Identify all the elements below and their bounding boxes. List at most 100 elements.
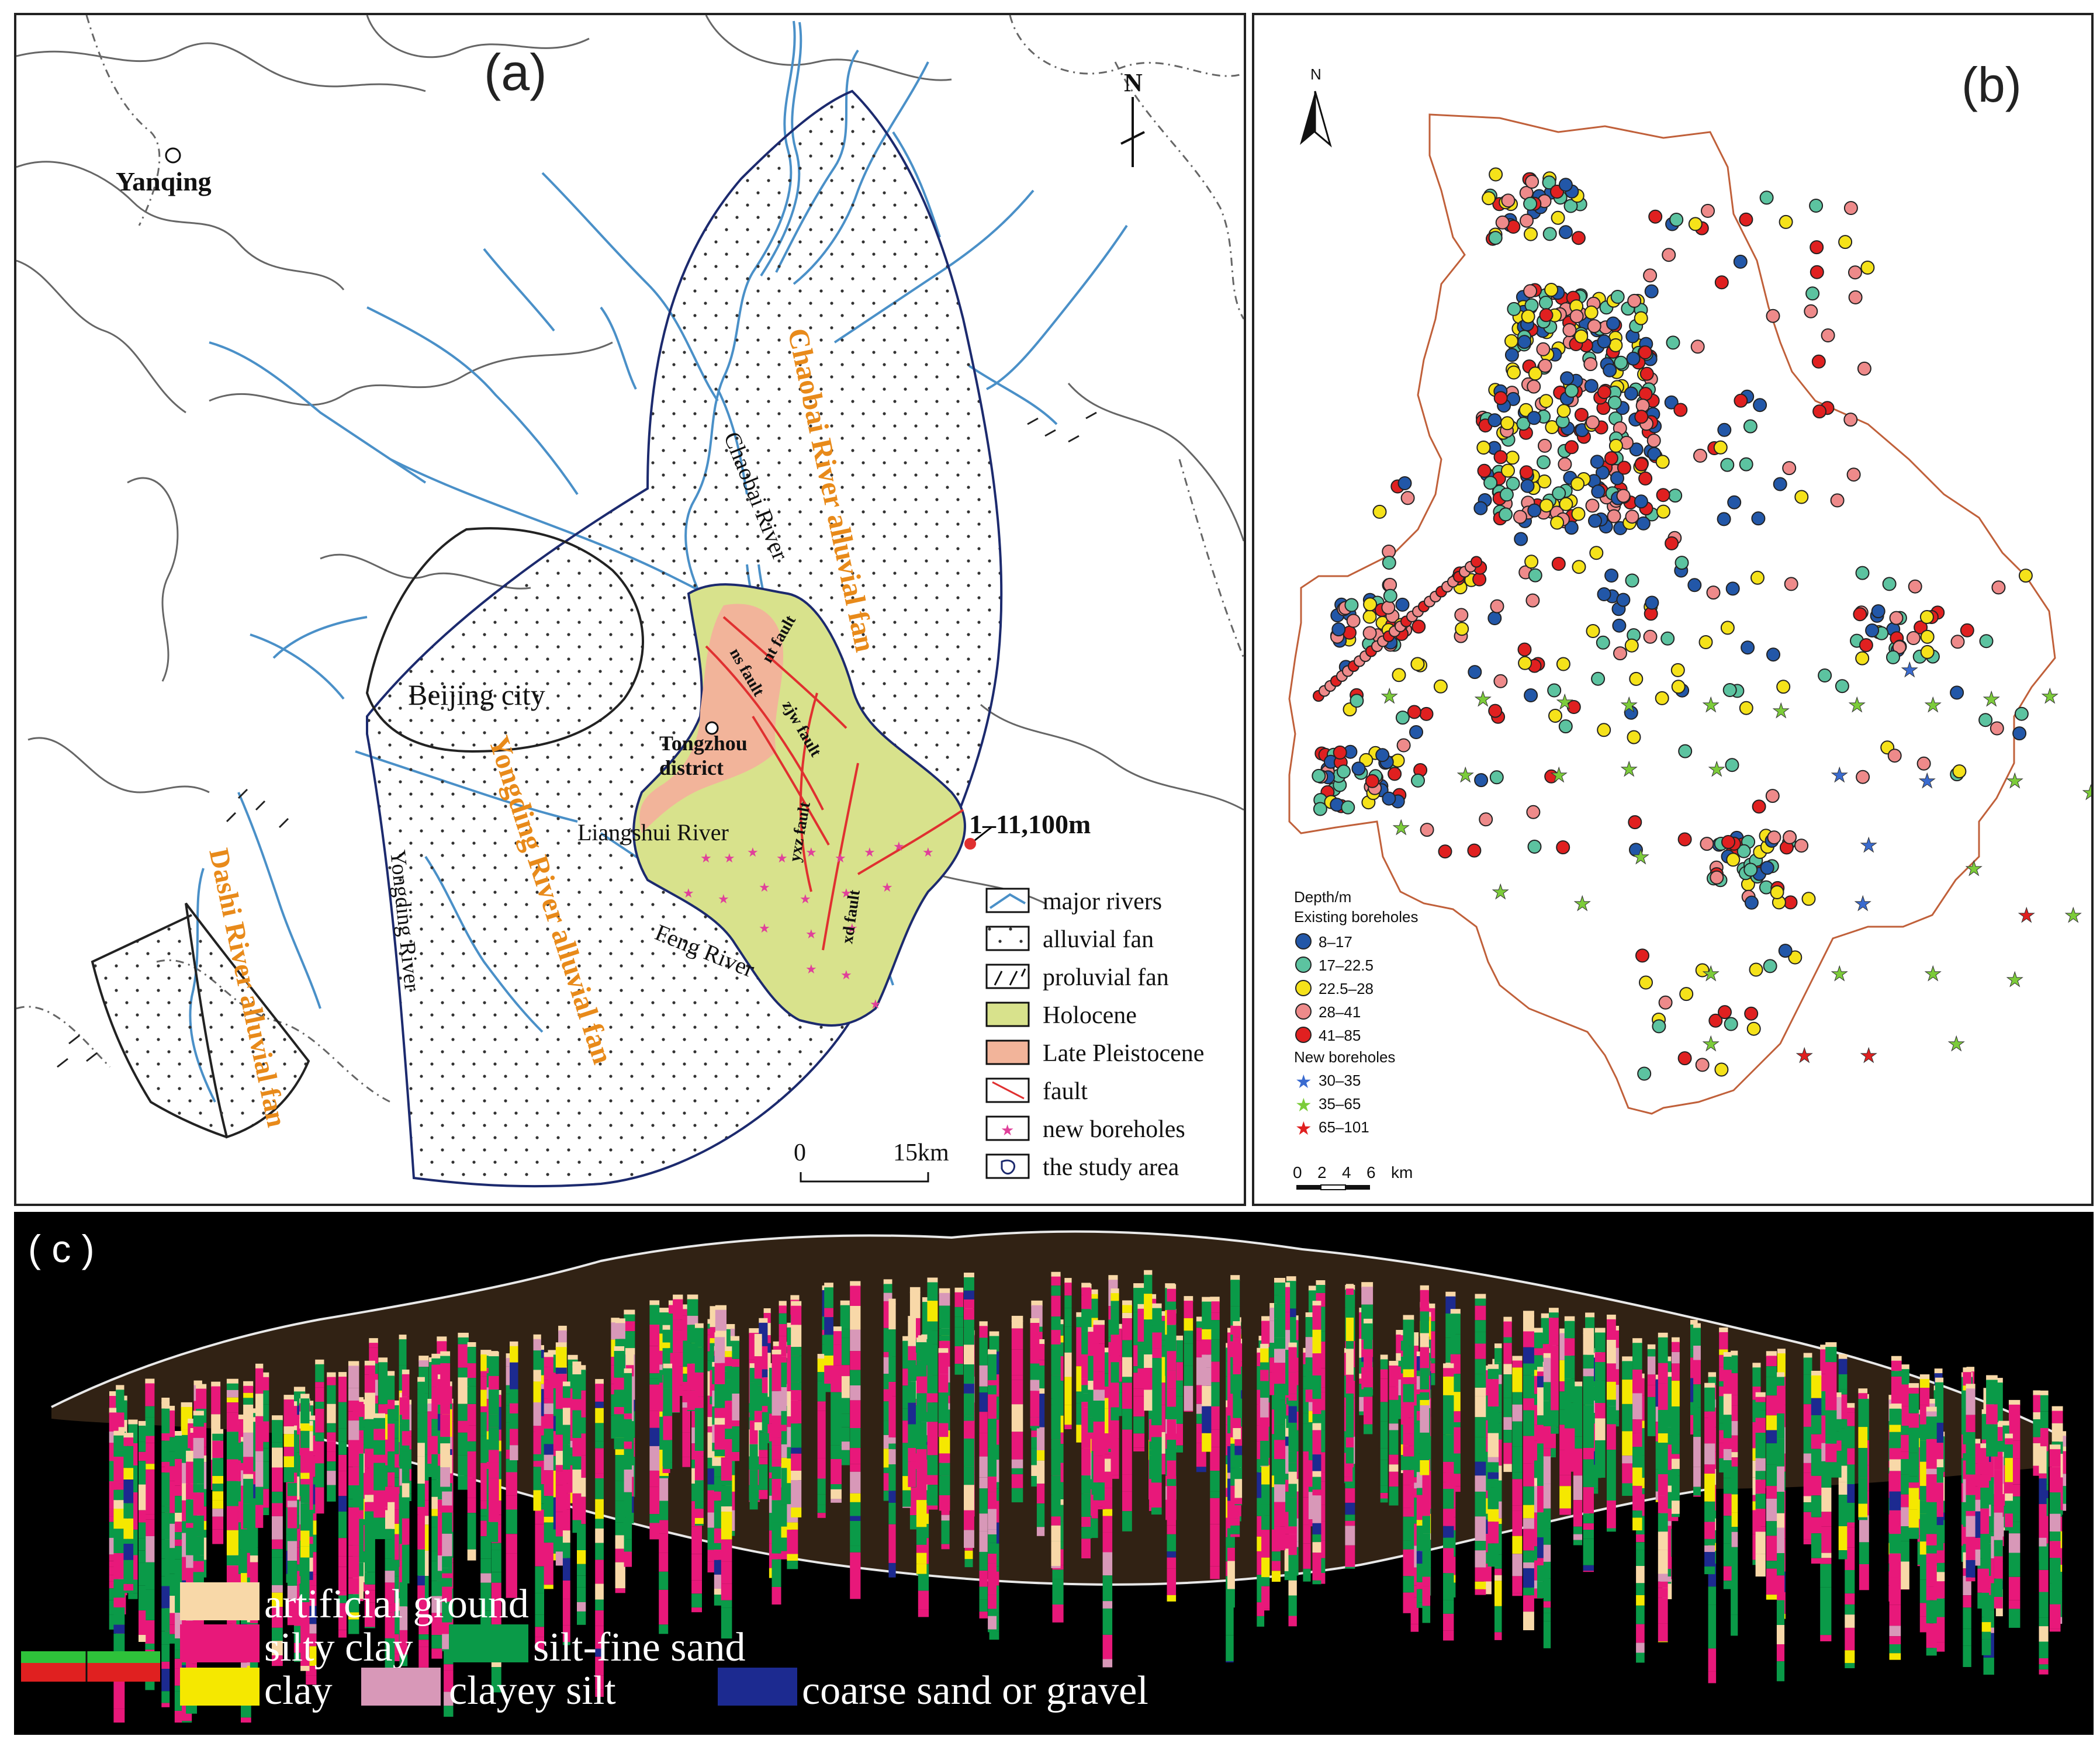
borehole-column	[440, 1351, 451, 1488]
existing-borehole-marker	[1407, 705, 1421, 719]
existing-borehole-marker	[1395, 597, 1410, 612]
svg-text:22.5–28: 22.5–28	[1319, 980, 1374, 997]
existing-borehole-marker	[1634, 311, 1648, 325]
borehole-column	[1184, 1296, 1193, 1412]
existing-borehole-marker	[1558, 178, 1573, 192]
existing-borehole-marker	[1646, 434, 1661, 448]
existing-borehole-marker	[1551, 556, 1566, 571]
existing-borehole-marker	[2014, 706, 2029, 721]
existing-borehole-marker	[1708, 1013, 1723, 1028]
borehole-column	[979, 1321, 988, 1619]
new-borehole-marker: ★	[1702, 962, 1720, 986]
existing-borehole-marker	[1804, 304, 1818, 318]
existing-borehole-marker	[1613, 646, 1627, 661]
borehole-column	[212, 1429, 224, 1544]
borehole-column	[1102, 1347, 1113, 1668]
existing-borehole-marker	[1570, 477, 1585, 491]
new-borehole-marker: ★	[1381, 685, 1398, 708]
borehole-column	[1389, 1361, 1399, 1506]
existing-borehole-marker	[1547, 683, 1562, 698]
existing-borehole-marker	[1493, 450, 1508, 465]
new-borehole-marker: ★	[1556, 691, 1573, 714]
existing-borehole-marker	[1585, 415, 1600, 429]
existing-borehole-marker	[1655, 691, 1669, 705]
existing-borehole-marker	[1783, 830, 1797, 844]
borehole-column	[1986, 1375, 1998, 1457]
svg-text:fault: fault	[1043, 1078, 1088, 1105]
faults	[705, 616, 964, 951]
borehole-column	[458, 1332, 469, 1490]
scale-bar-b: 0 2 4 6 km	[1293, 1163, 1413, 1190]
existing-borehole-marker	[1665, 536, 1679, 550]
new-borehole-marker: ★	[1620, 758, 1638, 781]
existing-borehole-marker	[1490, 599, 1504, 614]
existing-borehole-marker	[1544, 769, 1559, 784]
borehole-column	[2049, 1444, 2061, 1632]
borehole-column	[1151, 1303, 1162, 1515]
existing-borehole-marker	[1489, 770, 1504, 785]
existing-borehole-marker	[1539, 498, 1554, 513]
existing-borehole-marker	[1629, 843, 1643, 857]
existing-borehole-marker	[1749, 962, 1763, 977]
existing-borehole-marker	[1351, 761, 1366, 776]
existing-borehole-marker	[1468, 665, 1482, 680]
existing-borehole-marker	[1639, 975, 1653, 990]
borehole-column	[1935, 1377, 1944, 1551]
existing-borehole-marker	[1629, 442, 1644, 457]
existing-borehole-marker	[1952, 764, 1967, 779]
proluvial-fan-hatch	[57, 411, 1097, 1068]
borehole-column	[1202, 1297, 1212, 1452]
existing-borehole-marker	[1362, 609, 1377, 624]
svg-text:★: ★	[759, 921, 770, 935]
svg-text:0: 0	[794, 1139, 806, 1166]
existing-borehole-marker	[1812, 404, 1827, 419]
existing-borehole-marker	[1634, 494, 1648, 509]
borehole-column	[1583, 1328, 1594, 1572]
existing-borehole-marker	[1616, 488, 1631, 503]
borehole-column	[364, 1360, 375, 1628]
existing-borehole-marker	[1420, 823, 1434, 837]
svg-text:★: ★	[870, 997, 881, 1011]
existing-borehole-marker	[1916, 756, 1931, 771]
svg-text:new boreholes: new boreholes	[1043, 1116, 1185, 1143]
borehole-column	[1403, 1315, 1414, 1613]
svg-text:8–17: 8–17	[1319, 933, 1352, 951]
existing-borehole-marker	[1743, 419, 1758, 434]
existing-borehole-marker	[1766, 647, 1780, 662]
existing-borehole-marker	[1744, 1006, 1759, 1021]
new-borehole-marker: ★	[1708, 758, 1725, 781]
borehole-column	[1312, 1301, 1321, 1585]
existing-borehole-marker	[1474, 773, 1489, 788]
borehole-column	[315, 1359, 324, 1514]
existing-borehole-marker	[1517, 335, 1532, 349]
existing-borehole-marker	[1760, 861, 1774, 875]
borehole-column	[488, 1352, 499, 1522]
new-borehole-marker: ★	[1860, 1044, 1877, 1068]
chaobai-alluvial-fan	[366, 89, 1003, 1188]
existing-borehole-marker	[1835, 679, 1849, 694]
existing-borehole-marker	[1695, 1058, 1710, 1072]
existing-borehole-marker	[1514, 532, 1528, 546]
existing-borehole-marker	[1608, 338, 1623, 352]
existing-borehole-marker	[1666, 335, 1680, 350]
existing-borehole-marker	[1362, 626, 1377, 640]
borehole-column	[927, 1277, 938, 1510]
existing-borehole-marker	[1855, 651, 1870, 666]
existing-borehole-marker	[1382, 556, 1396, 570]
borehole-column	[1658, 1332, 1668, 1642]
north-arrow: N	[1120, 68, 1145, 167]
existing-borehole-marker	[1717, 512, 1731, 526]
existing-borehole-marker	[1584, 305, 1599, 320]
existing-borehole-marker	[1454, 608, 1469, 622]
existing-borehole-marker	[1505, 451, 1520, 465]
borehole-column	[1966, 1384, 1976, 1582]
existing-borehole-marker	[1978, 713, 1993, 727]
svg-text:★: ★	[846, 921, 858, 935]
existing-borehole-marker	[1714, 1062, 1729, 1077]
existing-borehole-marker	[1542, 227, 1557, 241]
scale-bar-a: 0 15km	[794, 1139, 949, 1183]
borehole-column	[1908, 1383, 1919, 1539]
existing-borehole-marker	[1572, 560, 1586, 574]
existing-borehole-marker	[1865, 623, 1880, 637]
svg-text:Depth/m: Depth/m	[1294, 888, 1351, 906]
